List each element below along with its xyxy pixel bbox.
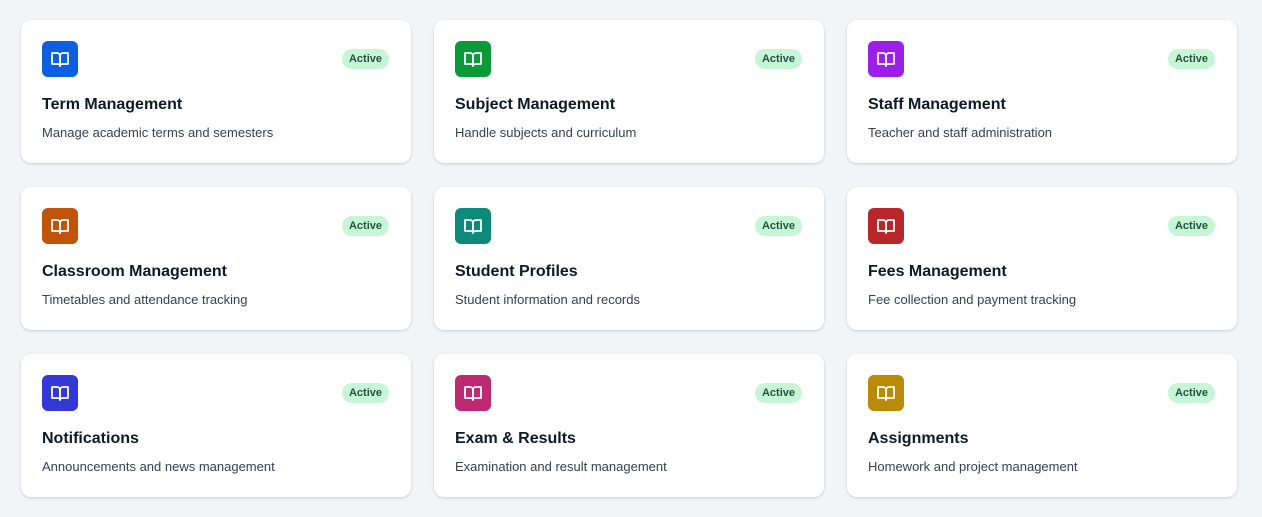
module-card[interactable]: Active Exam & Results Examination and re… xyxy=(434,354,824,497)
book-open-icon xyxy=(42,375,78,411)
status-badge: Active xyxy=(1167,49,1215,69)
book-open-icon xyxy=(455,375,491,411)
status-badge: Active xyxy=(341,216,389,236)
module-title: Term Management xyxy=(42,96,183,113)
book-open-icon xyxy=(455,41,491,77)
module-description: Teacher and staff administration xyxy=(868,125,1053,140)
status-badge: Active xyxy=(754,216,802,236)
book-open-icon xyxy=(868,208,904,244)
module-card[interactable]: Active Fees Management Fee collection an… xyxy=(847,187,1237,330)
status-badge: Active xyxy=(754,49,802,69)
module-card[interactable]: Active Notifications Announcements and n… xyxy=(21,354,411,497)
module-title: Classroom Management xyxy=(42,263,227,280)
book-open-icon xyxy=(42,41,78,77)
module-title: Student Profiles xyxy=(455,263,578,280)
module-description: Announcements and news management xyxy=(42,459,275,474)
module-description: Examination and result management xyxy=(455,459,667,474)
module-description: Manage academic terms and semesters xyxy=(42,125,274,140)
module-card[interactable]: Active Classroom Management Timetables a… xyxy=(21,187,411,330)
module-grid: Active Term Management Manage academic t… xyxy=(21,20,1237,497)
module-title: Staff Management xyxy=(868,96,1006,113)
status-badge: Active xyxy=(341,49,389,69)
module-card[interactable]: Active Term Management Manage academic t… xyxy=(21,20,411,163)
module-title: Assignments xyxy=(868,430,969,447)
module-description: Fee collection and payment tracking xyxy=(868,292,1077,307)
module-title: Notifications xyxy=(42,430,139,447)
book-open-icon xyxy=(455,208,491,244)
book-open-icon xyxy=(42,208,78,244)
module-title: Exam & Results xyxy=(455,430,576,447)
module-description: Homework and project management xyxy=(868,459,1078,474)
module-description: Timetables and attendance tracking xyxy=(42,292,248,307)
module-card[interactable]: Active Subject Management Handle subject… xyxy=(434,20,824,163)
status-badge: Active xyxy=(341,383,389,403)
status-badge: Active xyxy=(1167,216,1215,236)
module-title: Subject Management xyxy=(455,96,616,113)
module-description: Student information and records xyxy=(455,292,640,307)
book-open-icon xyxy=(868,41,904,77)
module-card[interactable]: Active Assignments Homework and project … xyxy=(847,354,1237,497)
module-description: Handle subjects and curriculum xyxy=(455,125,637,140)
module-card[interactable]: Active Staff Management Teacher and staf… xyxy=(847,20,1237,163)
status-badge: Active xyxy=(1167,383,1215,403)
module-title: Fees Management xyxy=(868,263,1007,280)
status-badge: Active xyxy=(754,383,802,403)
module-card[interactable]: Active Student Profiles Student informat… xyxy=(434,187,824,330)
book-open-icon xyxy=(868,375,904,411)
